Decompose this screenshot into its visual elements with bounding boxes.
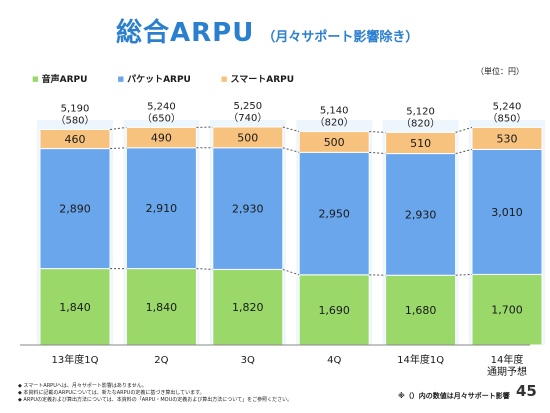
footnote-3: ◆ ARPUの定義および算出方法については、本資料の「ARPU・MOUの定義およ… — [18, 397, 293, 403]
data-label-packet: 2,950 — [318, 208, 350, 221]
bar-voice — [212, 268, 284, 346]
data-label-voice: 1,690 — [318, 304, 350, 317]
legend-item-packet: ■ パケットARPU — [117, 72, 191, 86]
paren-label: （820） — [315, 117, 354, 129]
page-number: 45 — [516, 382, 537, 400]
bar-packet — [385, 153, 457, 276]
data-label-packet: 2,930 — [232, 203, 264, 216]
connector-line — [282, 268, 300, 276]
footnotes: ◆ スマートARPUへは、月々サポート影響はありません。 ◆ 本資料に記載のAR… — [18, 383, 292, 404]
page-title: 総合ARPU （月々サポート影響除き） — [116, 12, 418, 49]
footnote-2: ◆ 本資料に記載のARPUについては、新たなARPUの定義に基づき算出しています… — [18, 390, 205, 396]
x-tick-label: 4Q — [327, 355, 341, 366]
connector-line — [455, 273, 473, 276]
total-label: 5,190 — [61, 103, 90, 114]
legend-swatch-voice: ■ — [32, 74, 39, 83]
data-label-packet: 3,010 — [491, 206, 523, 219]
data-label-packet: 2,930 — [405, 208, 437, 221]
data-label-voice: 1,680 — [405, 304, 437, 317]
connector-line — [455, 126, 473, 133]
bar-packet — [39, 148, 111, 270]
total-label: 5,140 — [320, 106, 349, 117]
total-label: 5,240 — [493, 101, 522, 112]
x-tick-label: 2Q — [154, 355, 168, 366]
total-label: 5,240 — [147, 101, 176, 112]
bar-packet — [212, 147, 284, 270]
footnote-1: ◆ スマートARPUへは、月々サポート影響はありません。 — [18, 383, 147, 389]
title-sub: （月々サポート影響除き） — [262, 30, 419, 45]
data-label-packet: 2,910 — [146, 202, 178, 215]
bar-packet — [471, 148, 543, 275]
paren-label: （740） — [228, 112, 267, 124]
paren-note: ※（）内の数値は月々サポート影響 — [398, 392, 510, 400]
x-tick-label: 3Q — [241, 355, 255, 366]
data-label-smart: 460 — [65, 133, 86, 146]
connector-line — [282, 147, 300, 153]
bar-smart — [471, 126, 543, 150]
data-label-smart: 500 — [237, 131, 258, 144]
bar-voice — [385, 274, 457, 346]
data-label-voice: 1,840 — [146, 301, 178, 314]
connector-line — [369, 151, 386, 155]
legend-swatch-packet: ■ — [117, 74, 125, 83]
legend-item-voice: ■ 音声ARPU — [32, 72, 88, 86]
connector-line — [109, 126, 127, 130]
x-tick-label: 通期予想 — [487, 365, 527, 378]
bar-smart — [39, 128, 111, 150]
total-label: 5,250 — [233, 101, 262, 112]
total-label: 5,120 — [406, 106, 435, 117]
bar-smart — [125, 126, 197, 149]
connector-line — [109, 147, 127, 150]
data-label-smart: 490 — [151, 132, 172, 145]
data-label-smart: 500 — [324, 136, 345, 149]
legend-item-smart: ■ スマートARPU — [220, 72, 295, 86]
connector-line — [455, 148, 473, 155]
legend-label-voice: 音声ARPU — [41, 75, 88, 85]
bar-smart — [298, 131, 370, 153]
connector-line — [369, 131, 386, 133]
paren-label: （650） — [142, 112, 181, 124]
x-tick-label: 14年度 — [491, 353, 524, 366]
legend: ■ 音声ARPU ■ パケットARPU ■ スマートARPU — [32, 72, 295, 86]
data-label-packet: 2,890 — [59, 203, 91, 216]
legend-swatch-smart: ■ — [220, 74, 228, 83]
connector-line — [196, 268, 213, 270]
legend-label-packet: パケットARPU — [127, 75, 191, 85]
data-label-smart: 510 — [410, 137, 431, 150]
bar-smart — [385, 131, 457, 155]
connector-line — [282, 126, 300, 133]
paren-label: （580） — [55, 114, 94, 126]
x-tick-label: 14年度1Q — [397, 353, 444, 366]
data-label-smart: 530 — [497, 132, 518, 145]
legend-label-smart: スマートARPU — [230, 75, 295, 85]
data-label-voice: 1,820 — [232, 301, 264, 314]
unit-label: （単位：円） — [476, 67, 524, 76]
paren-label: （820） — [401, 117, 440, 129]
title-main: 総合ARPU — [116, 18, 255, 48]
data-label-voice: 1,840 — [59, 301, 91, 314]
x-tick-label: 13年度1Q — [52, 353, 99, 366]
paren-label: （850） — [487, 112, 526, 124]
data-label-voice: 1,700 — [491, 304, 523, 317]
bar-smart — [212, 126, 284, 149]
